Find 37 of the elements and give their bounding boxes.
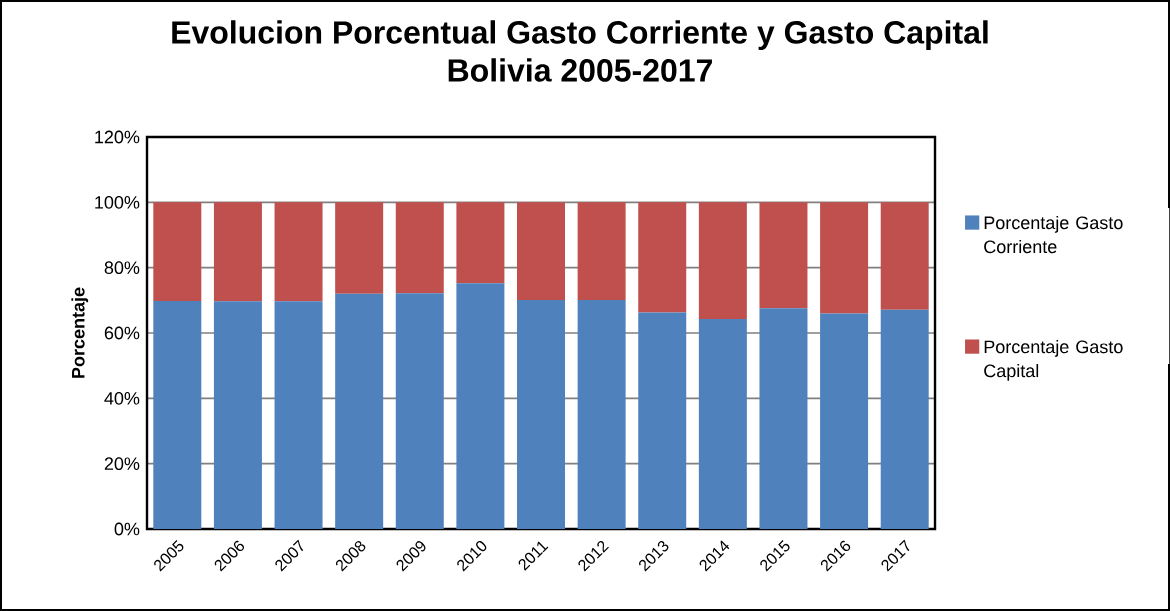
- bar: [274, 202, 323, 302]
- bar: [456, 202, 505, 284]
- y-tick-label: 80%: [104, 261, 140, 275]
- bar: [759, 202, 808, 309]
- y-tick-label: 100%: [95, 195, 140, 209]
- bar: [335, 293, 384, 529]
- y-tick-label: 120%: [95, 130, 140, 144]
- bar: [517, 300, 566, 529]
- bar: [638, 312, 687, 529]
- y-axis-title: Porcentaje: [71, 287, 89, 378]
- bar: [698, 202, 747, 319]
- bar: [577, 300, 626, 529]
- bar: [335, 202, 384, 294]
- bar: [517, 202, 566, 300]
- bar: [577, 202, 626, 300]
- y-tick-label: 40%: [104, 391, 140, 405]
- bar: [456, 283, 505, 529]
- bar: [880, 309, 929, 529]
- chart-title: Evolucion Porcentual Gasto Corriente y Gasto Capital Bolivia 2005-2017: [172, 20, 988, 82]
- bar: [759, 308, 808, 529]
- bar: [395, 293, 444, 529]
- y-tick-label: 0%: [114, 522, 140, 536]
- y-tick-label: 60%: [104, 326, 140, 340]
- bar: [395, 202, 444, 294]
- bar: [880, 202, 929, 310]
- bar: [274, 301, 323, 529]
- bar: [638, 202, 687, 313]
- bar: [213, 202, 262, 302]
- bar: [213, 301, 262, 529]
- bar: [153, 300, 202, 529]
- bar: [698, 318, 747, 529]
- bar: [820, 202, 869, 314]
- bar: [153, 202, 202, 301]
- bar: [820, 313, 869, 529]
- legend-label: Porcentaje Gasto Corriente: [984, 215, 1123, 254]
- y-tick-label: 20%: [104, 457, 140, 471]
- legend-label: Porcentaje Gasto Capital: [984, 339, 1123, 381]
